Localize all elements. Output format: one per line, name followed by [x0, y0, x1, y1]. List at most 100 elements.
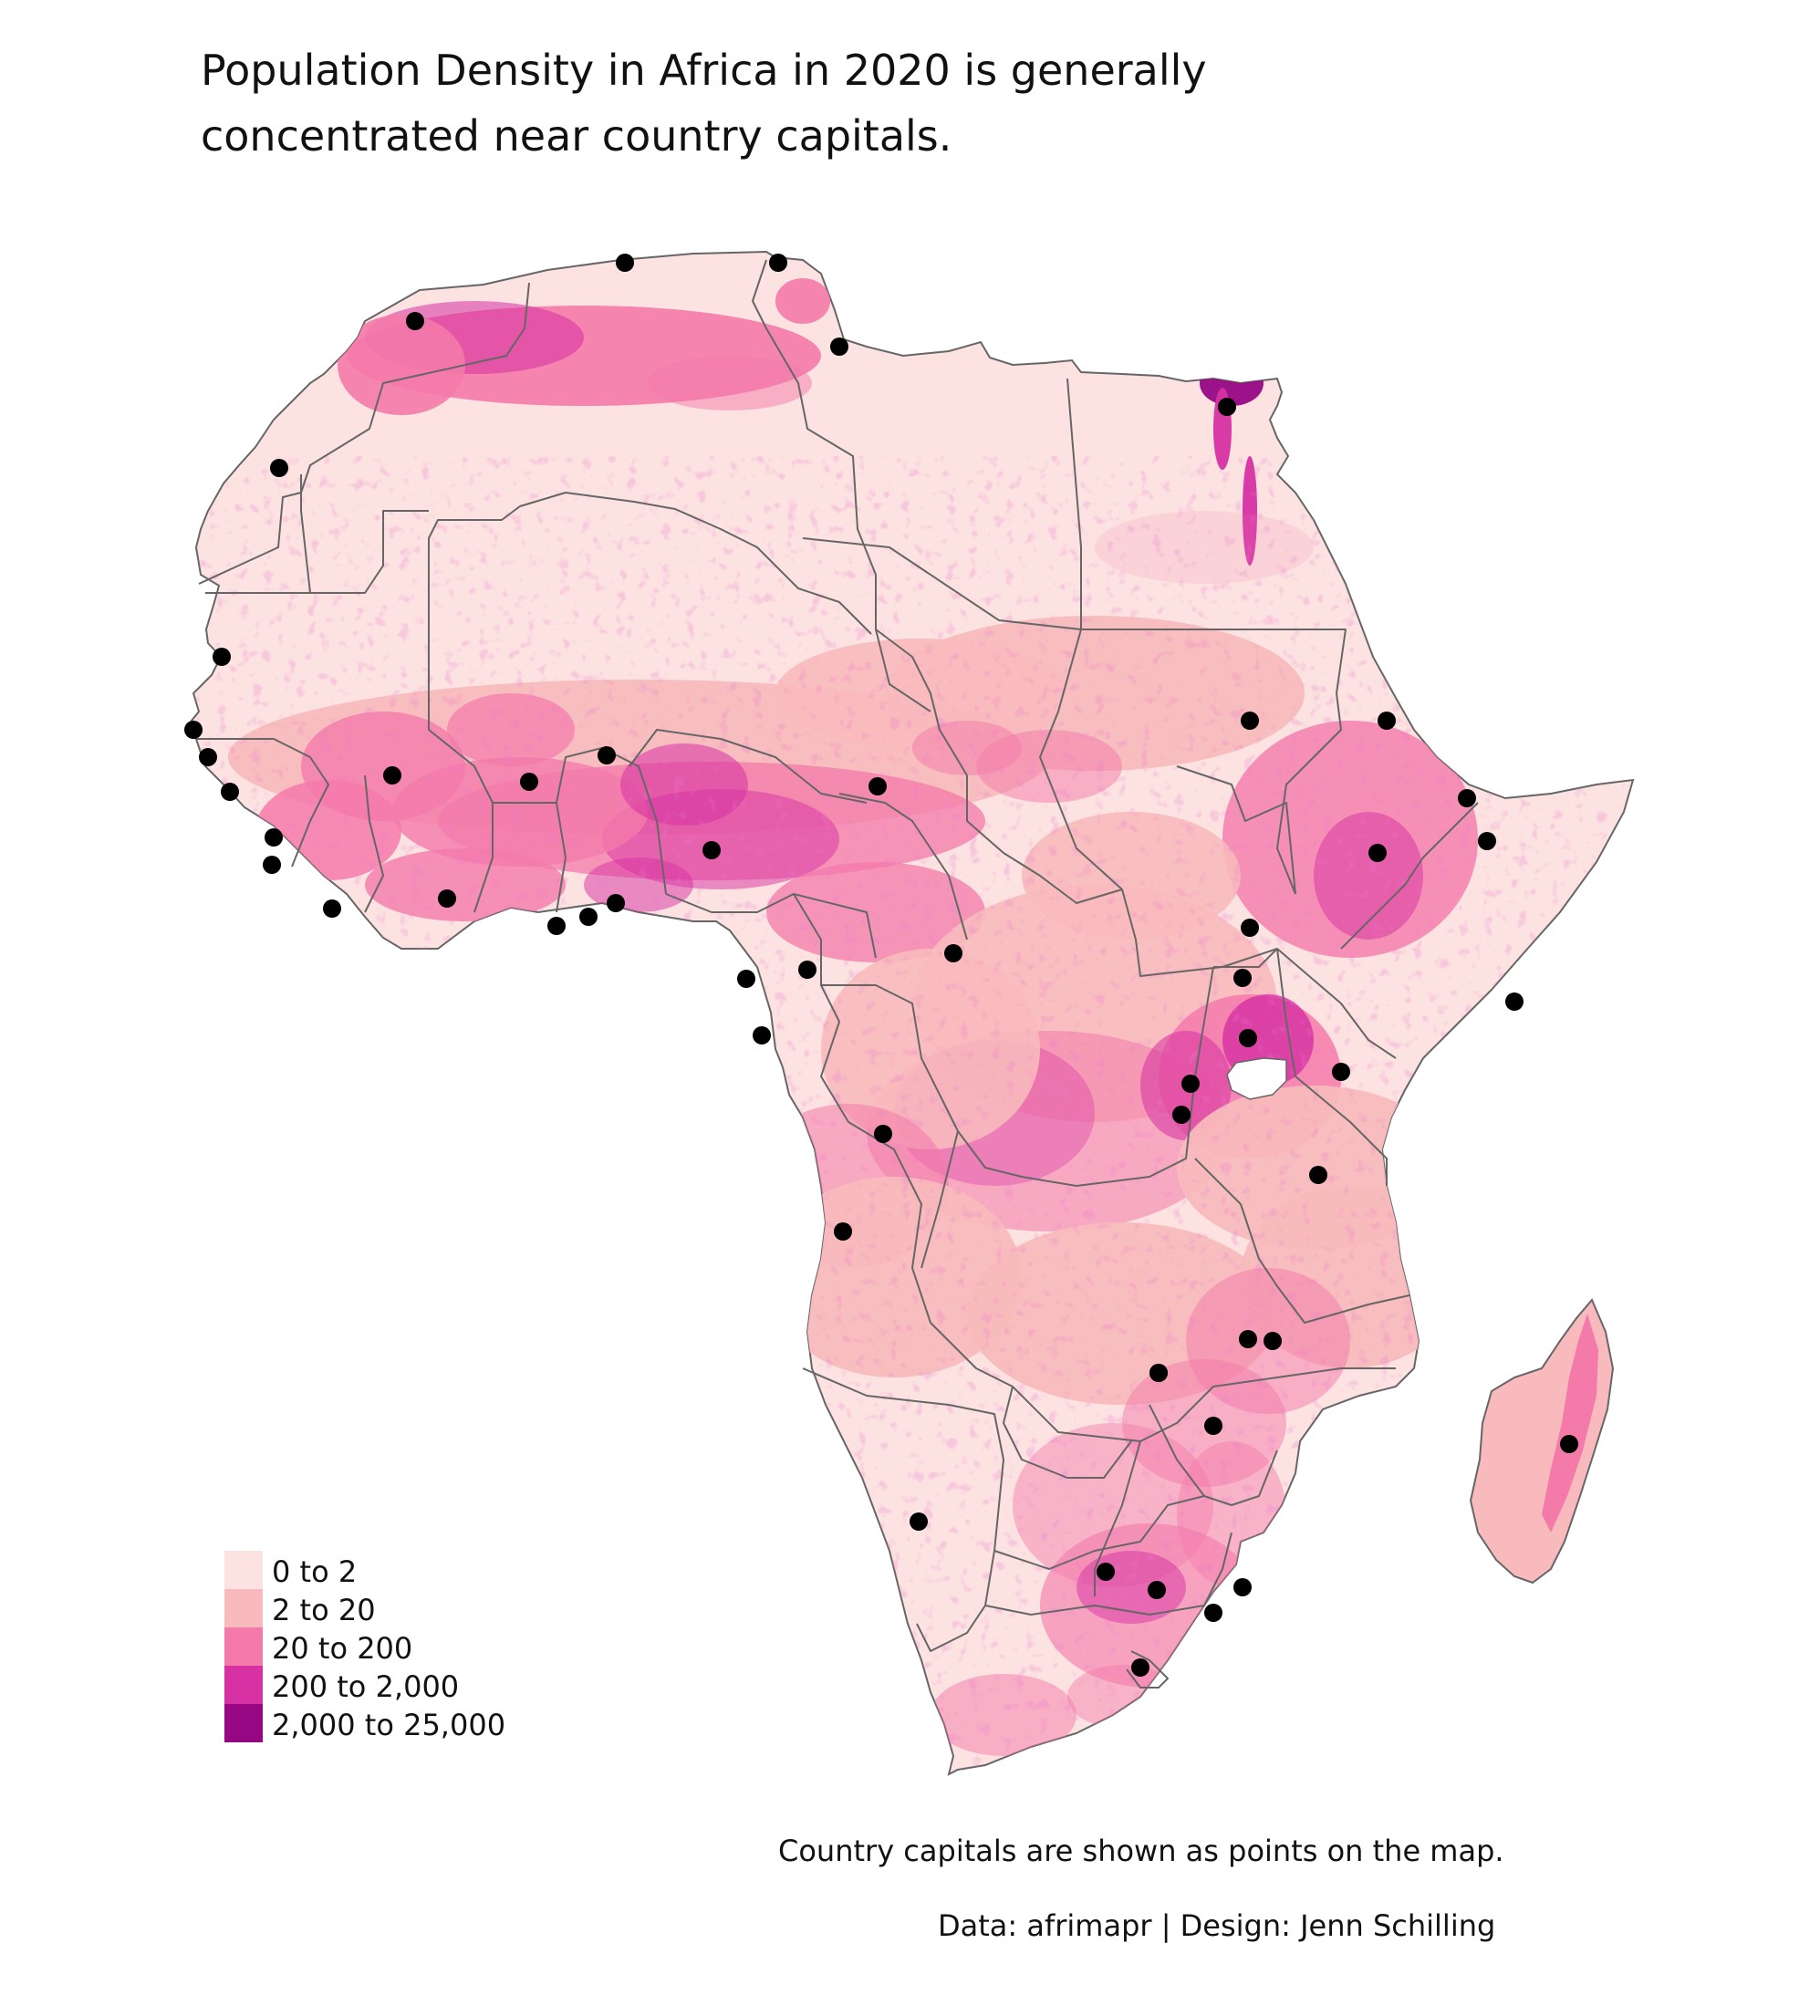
- capital-point: [910, 1512, 928, 1531]
- capital-point: [702, 841, 721, 859]
- density-region: [338, 315, 465, 415]
- caption-credit: Data: afrimapr | Design: Jenn Schilling: [938, 1908, 1496, 1943]
- country-border: [205, 510, 429, 594]
- country-border: [1039, 629, 1278, 977]
- capital-point: [834, 1222, 852, 1241]
- capital-point: [944, 944, 962, 962]
- capital-point: [1264, 1332, 1282, 1350]
- capital-point: [1233, 1578, 1252, 1596]
- map-title-line-2: concentrated near country capitals.: [201, 111, 952, 161]
- capital-point: [798, 961, 816, 979]
- capital-point: [1233, 969, 1252, 987]
- capital-point: [868, 777, 887, 795]
- map-title-line-1: Population Density in Africa in 2020 is …: [201, 46, 1207, 95]
- madagascar-density: [1542, 1314, 1598, 1533]
- country-border: [752, 259, 931, 712]
- country-border: [1126, 1650, 1169, 1689]
- country-border: [629, 729, 868, 804]
- capital-point: [263, 856, 281, 874]
- capital-point: [579, 908, 598, 926]
- capital-point: [1097, 1563, 1115, 1581]
- capital-point: [1218, 398, 1236, 416]
- country-border: [1176, 765, 1296, 895]
- legend-label: 0 to 2: [272, 1554, 358, 1589]
- capital-point: [769, 254, 787, 272]
- capital-point: [1332, 1063, 1350, 1081]
- legend-label: 200 to 2,000: [272, 1669, 460, 1704]
- country-border: [1194, 1158, 1410, 1324]
- legend-label: 2,000 to 25,000: [272, 1708, 506, 1742]
- lake-victoria: [1226, 1057, 1287, 1100]
- country-border: [493, 802, 567, 913]
- density-region: [648, 356, 812, 410]
- capital-point: [1181, 1075, 1200, 1093]
- capital-point: [199, 748, 217, 766]
- country-border: [993, 1495, 1205, 1570]
- capital-point: [1458, 789, 1476, 807]
- country-border: [802, 537, 1347, 895]
- country-border: [1094, 1440, 1141, 1596]
- legend-swatch: [224, 1551, 263, 1589]
- capital-point: [1368, 844, 1387, 862]
- capital-point: [1204, 1417, 1222, 1435]
- capital-point: [830, 338, 848, 356]
- capital-point: [1560, 1435, 1578, 1453]
- capital-point: [1149, 1364, 1168, 1382]
- country-border: [920, 1130, 959, 1269]
- capital-point: [1239, 1330, 1257, 1348]
- capital-point: [1172, 1106, 1191, 1124]
- capital-point: [406, 312, 424, 330]
- country-border: [793, 893, 1396, 1442]
- country-border: [1066, 378, 1082, 629]
- legend-swatch: [224, 1589, 263, 1627]
- capital-point: [1378, 712, 1396, 730]
- legend-swatch: [224, 1704, 263, 1742]
- capital-point: [221, 783, 239, 801]
- capital-point: [598, 746, 616, 764]
- country-border: [556, 747, 667, 895]
- country-border: [364, 774, 384, 913]
- country-border: [1276, 948, 1388, 1186]
- country-border: [1149, 1404, 1278, 1506]
- country-border: [1213, 948, 1397, 1059]
- legend-swatch: [224, 1627, 263, 1666]
- legend-label: 2 to 20: [272, 1593, 376, 1627]
- capital-point: [1204, 1604, 1222, 1622]
- capital-point: [1148, 1581, 1166, 1599]
- country-border: [665, 893, 877, 959]
- capital-point: [737, 970, 755, 988]
- capital-point: [1309, 1166, 1327, 1184]
- country-border: [198, 282, 530, 585]
- capital-point: [753, 1026, 771, 1044]
- capital-point: [1505, 992, 1524, 1011]
- capital-point: [874, 1125, 892, 1143]
- capital-point: [607, 894, 625, 912]
- legend-swatch: [224, 1666, 263, 1704]
- capital-points: [184, 254, 1578, 1677]
- capital-point: [383, 766, 401, 785]
- capital-point: [270, 459, 288, 477]
- capital-point: [1241, 919, 1259, 937]
- density-region: [775, 278, 830, 324]
- capital-point: [438, 889, 456, 908]
- legend-label: 20 to 200: [272, 1631, 413, 1666]
- density-texture: [188, 456, 1633, 1774]
- country-border: [1340, 802, 1479, 950]
- capital-point: [1478, 832, 1496, 850]
- capital-point: [323, 899, 341, 918]
- caption-note: Country capitals are shown as points on …: [778, 1834, 1504, 1868]
- capital-point: [265, 828, 283, 847]
- country-border: [984, 1532, 1232, 1616]
- country-border: [300, 474, 311, 594]
- capital-point: [520, 773, 538, 791]
- capital-point: [1131, 1658, 1149, 1677]
- capital-point: [1241, 712, 1259, 730]
- capital-point: [616, 254, 634, 272]
- country-border: [428, 492, 872, 730]
- capital-point: [184, 721, 203, 739]
- country-borders: [196, 259, 1479, 1689]
- capital-point: [213, 648, 231, 666]
- capital-point: [547, 917, 566, 935]
